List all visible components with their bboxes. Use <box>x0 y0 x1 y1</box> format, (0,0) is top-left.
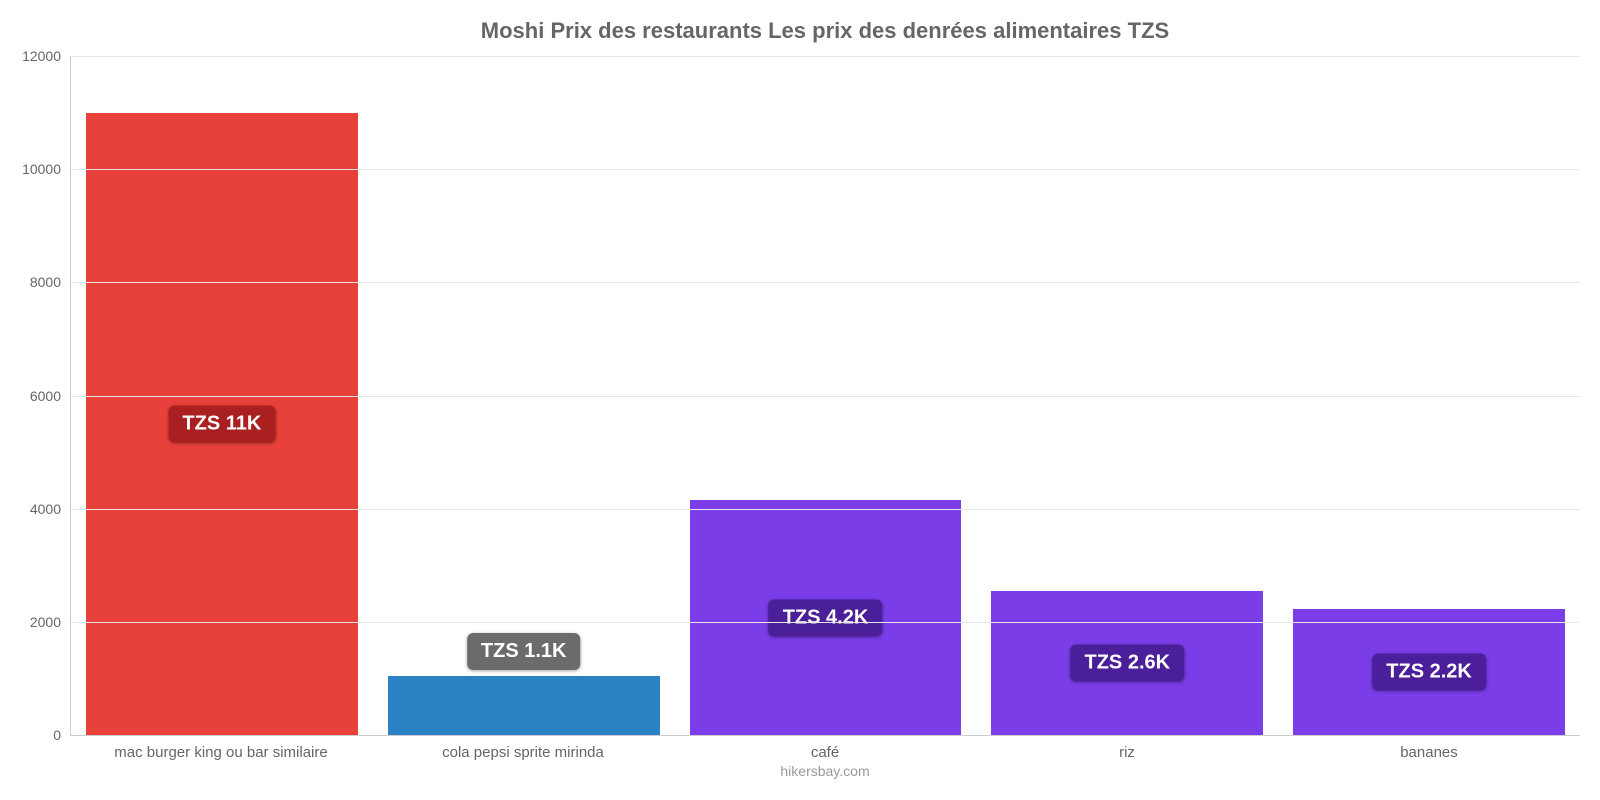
x-tick-label: café <box>674 736 976 761</box>
y-tick-label: 12000 <box>22 48 71 64</box>
x-tick-label: mac burger king ou bar similaire <box>70 736 372 761</box>
gridline <box>71 622 1580 623</box>
x-tick-label: bananes <box>1278 736 1580 761</box>
value-label: TZS 2.2K <box>1372 654 1486 691</box>
chart-title: Moshi Prix des restaurants Les prix des … <box>70 18 1580 44</box>
bar: TZS 4.2K <box>690 500 962 735</box>
gridline <box>71 56 1580 57</box>
y-tick-label: 8000 <box>30 274 71 290</box>
bar: TZS 2.2K <box>1293 609 1565 735</box>
y-tick-label: 2000 <box>30 614 71 630</box>
y-tick-label: 6000 <box>30 388 71 404</box>
gridline <box>71 282 1580 283</box>
x-tick-label: riz <box>976 736 1278 761</box>
bar: TZS 2.6K <box>991 591 1263 735</box>
value-label: TZS 11K <box>168 405 275 442</box>
bar: TZS 1.1K <box>388 676 660 735</box>
gridline <box>71 396 1580 397</box>
y-tick-label: 0 <box>53 727 71 743</box>
y-tick-label: 4000 <box>30 501 71 517</box>
gridline <box>71 169 1580 170</box>
value-label: TZS 4.2K <box>769 599 883 636</box>
gridline <box>71 509 1580 510</box>
attribution-text: hikersbay.com <box>70 763 1580 779</box>
value-label: TZS 2.6K <box>1070 644 1184 681</box>
y-tick-label: 10000 <box>22 161 71 177</box>
x-axis-labels: mac burger king ou bar similairecola pep… <box>70 736 1580 761</box>
bar: TZS 11K <box>86 113 358 735</box>
value-label: TZS 1.1K <box>467 633 581 670</box>
chart-container: Moshi Prix des restaurants Les prix des … <box>0 0 1600 800</box>
plot-area: TZS 11KTZS 1.1KTZS 4.2KTZS 2.6KTZS 2.2K … <box>70 56 1580 736</box>
x-tick-label: cola pepsi sprite mirinda <box>372 736 674 761</box>
gridline <box>71 735 1580 736</box>
